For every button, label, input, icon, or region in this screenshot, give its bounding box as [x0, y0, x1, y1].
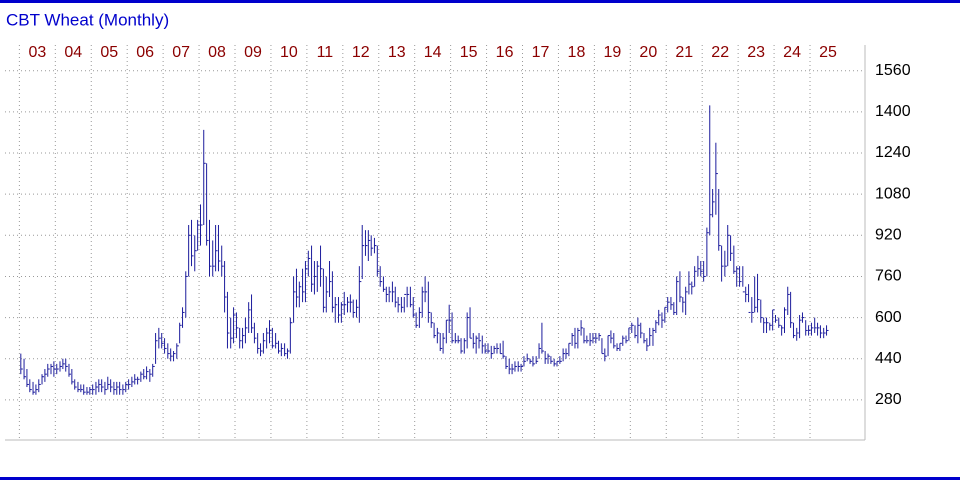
x-tick-label: 12: [352, 44, 370, 61]
y-tick-label: 440: [875, 350, 902, 367]
x-tick-label: 20: [639, 44, 657, 61]
x-tick-label: 22: [711, 44, 729, 61]
x-tick-label: 04: [64, 44, 82, 61]
chart-title: CBT Wheat (Monthly): [6, 10, 169, 29]
x-tick-label: 05: [100, 44, 118, 61]
x-tick-label: 23: [747, 44, 765, 61]
x-tick-label: 24: [783, 44, 801, 61]
x-tick-label: 11: [317, 44, 334, 61]
x-tick-label: 18: [568, 44, 586, 61]
y-tick-label: 920: [875, 227, 902, 244]
x-tick-label: 13: [388, 44, 406, 61]
x-tick-label: 15: [460, 44, 478, 61]
y-tick-label: 1560: [875, 62, 911, 79]
x-tick-label: 17: [532, 44, 550, 61]
x-tick-label: 09: [244, 44, 262, 61]
x-tick-label: 08: [208, 44, 226, 61]
y-tick-label: 600: [875, 309, 902, 326]
x-tick-label: 07: [172, 44, 190, 61]
y-tick-label: 1240: [875, 144, 911, 161]
x-tick-label: 19: [603, 44, 621, 61]
x-tick-label: 21: [675, 44, 693, 61]
x-tick-label: 14: [424, 44, 442, 61]
y-tick-label: 280: [875, 391, 902, 408]
x-tick-label: 06: [136, 44, 154, 61]
y-tick-label: 1400: [875, 103, 911, 120]
y-tick-label: 1080: [875, 185, 911, 202]
x-tick-label: 03: [28, 44, 46, 61]
y-tick-label: 760: [875, 268, 902, 285]
x-tick-label: 10: [280, 44, 298, 61]
x-tick-label: 16: [496, 44, 514, 61]
x-tick-label: 25: [819, 44, 837, 61]
